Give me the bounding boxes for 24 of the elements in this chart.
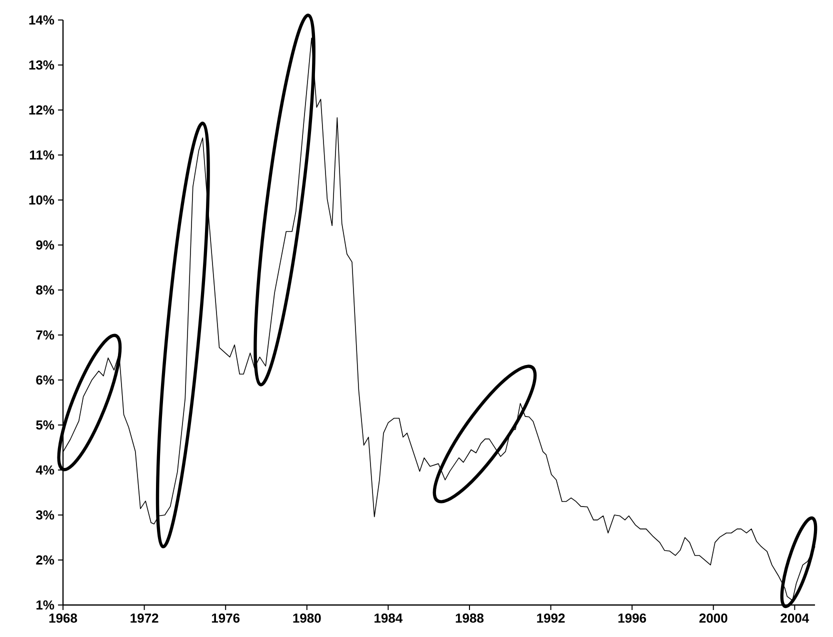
y-tick-label: 2%: [36, 555, 54, 565]
x-tick-label: 1980: [293, 614, 321, 623]
x-tick-label: 1984: [374, 614, 403, 623]
y-tick-label: 9%: [36, 240, 54, 250]
y-tick-label: 14%: [29, 15, 54, 25]
x-tick-label: 2000: [699, 614, 728, 623]
y-tick-label: 5%: [36, 420, 54, 430]
y-tick-label: 12%: [29, 105, 54, 115]
y-tick-label: 1%: [36, 600, 54, 610]
x-tick-label: 1968: [49, 614, 78, 623]
y-tick-label: 10%: [29, 195, 54, 205]
y-tick-label: 8%: [36, 285, 54, 295]
y-tick-label: 6%: [36, 375, 54, 385]
x-tick-label: 1976: [212, 614, 240, 623]
y-tick-label: 3%: [36, 510, 54, 520]
y-tick-label: 11%: [30, 150, 54, 160]
y-tick-label: 7%: [36, 330, 54, 340]
x-tick-label: 2004: [780, 614, 810, 623]
x-tick-label: 1988: [456, 614, 484, 623]
y-tick-label: 4%: [36, 465, 54, 475]
x-tick-label: 1972: [130, 614, 158, 623]
y-tick-label: 13%: [29, 60, 54, 70]
x-tick-label: 1992: [537, 614, 565, 623]
x-tick-label: 1996: [618, 614, 646, 623]
